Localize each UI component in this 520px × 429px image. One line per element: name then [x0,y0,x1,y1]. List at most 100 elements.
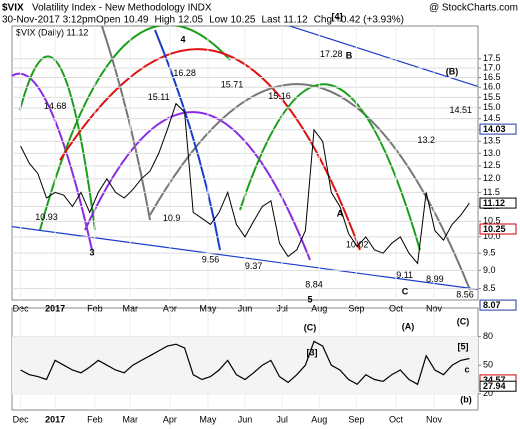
y-tick-label: 13.5 [483,136,501,146]
y-tick-label: 11.5 [483,187,500,197]
x-tick-label: Oct [389,414,404,424]
extreme-label: 15.16 [268,91,291,101]
y-tick-label: 14.5 [483,113,501,123]
arc [39,26,231,231]
last-value-box [479,197,517,209]
change: +0.42 (+3.93%) [335,15,404,26]
extreme-label: 9.37 [245,261,263,271]
arc [84,111,311,261]
quote-label: Last [262,15,281,26]
x-tick-label: Nov [426,414,443,424]
y-tick-label: 15.0 [483,102,501,112]
x-tick-label: Feb [87,414,103,424]
extreme-label: 15.11 [148,92,170,102]
arc [100,26,151,221]
extreme-label: 9.56 [202,255,220,265]
quote-value: 10.25 [230,15,255,26]
quote-label: Low [209,15,228,26]
extreme-label: 14.51 [449,105,472,115]
extreme-label: 16.28 [173,68,196,78]
arc [154,29,221,251]
wave-label: (A) [402,321,415,331]
y-tick-label: 17.5 [483,53,501,63]
y-tick-label: 12.0 [483,173,501,183]
extreme-label: 10.9 [163,213,181,223]
wave-label: B [346,50,353,60]
y-tick-label: 9.0 [483,265,496,275]
x-tick-label: Apr [163,414,177,424]
y-tick-label: 9.5 [483,248,496,258]
last-value-label: 8.07 [483,300,501,310]
wave-label: [3] [307,347,318,357]
wave-label: 5 [307,294,312,304]
last-value-box [479,223,517,235]
rsi-band [12,336,478,394]
extreme-label: 14.68 [44,101,67,111]
quote-value: 10.49 [123,15,148,26]
quote-value: 11.12 [283,15,308,26]
x-tick-label: May [199,414,217,424]
quote-value: 12.05 [178,15,203,26]
extreme-label: 10.02 [346,240,369,250]
y-tick-label: 13.0 [483,148,501,158]
wave-label: 4 [180,34,185,44]
series-line [20,102,470,265]
quote: Open 10.49 High 12.05 Low 10.25 Last 11.12 Chg +0… [96,15,404,26]
y-tick-label: 50 [483,360,493,370]
source: @ StockCharts.com [429,3,518,14]
symbol: $VIX [2,3,24,14]
extreme-label: 15.71 [221,80,244,90]
y-tick-label: 10.0 [483,231,501,241]
extreme-label: 8.56 [456,290,474,300]
last-value-label: 11.12 [483,198,505,208]
y-tick-label: 16.0 [483,82,501,92]
last-value-box [479,123,517,135]
wave-label: (C) [457,316,470,326]
extreme-label: 17.28 [320,49,343,59]
y-tick-label: 10.5 [483,216,501,226]
y-tick-label: 15.5 [483,92,501,102]
x-tick-label: Jun [238,414,253,424]
last-value-label: 27.94 [483,381,506,391]
extreme-label: 13.2 [417,135,435,145]
wave-label: (C) [304,322,317,332]
last-value-box [479,380,517,392]
x-tick-label: Dec [13,414,30,424]
change-label: Chg [314,15,332,26]
y-tick-label: 17.0 [483,62,501,72]
y-tick-label: 80 [483,331,493,341]
x-tick-label: Mar [122,414,138,424]
arc [19,55,96,231]
arc [239,83,421,251]
quote-label: High [155,15,176,26]
y-tick-label: 16.5 [483,72,501,82]
legend: $VIX (Daily) 11.12 [16,27,88,37]
wave-label: (b) [460,394,472,404]
arc [59,48,361,251]
y-tick-label: 20 [483,388,493,398]
wave-label: A [337,208,344,218]
y-tick-label: 8.5 [483,283,496,293]
last-value-box [479,299,517,311]
extreme-label: 9.11 [396,270,413,280]
x-tick-label: Jul [276,414,288,424]
date: 30-Nov-2017 3:12pm [2,15,96,26]
y-tick-label: 12.5 [483,160,501,170]
extreme-label: 8.99 [426,274,444,284]
extreme-label: 10.93 [35,212,58,222]
last-value-label: 34.57 [483,375,506,385]
wave-label: C [402,286,409,296]
last-value-label: 10.25 [483,224,506,234]
series-line [20,340,470,386]
quote-label: Open [96,15,120,26]
trend-line [287,26,478,88]
x-tick-label: Aug [311,414,327,424]
last-value-label: 14.03 [483,124,506,134]
wave-label: [4] [332,11,343,21]
wave-label: 3 [89,247,94,257]
index-name: Volatility Index - New Methodology INDX [32,3,212,14]
wave-label: (B) [446,66,459,76]
wave-label: c [464,364,469,374]
